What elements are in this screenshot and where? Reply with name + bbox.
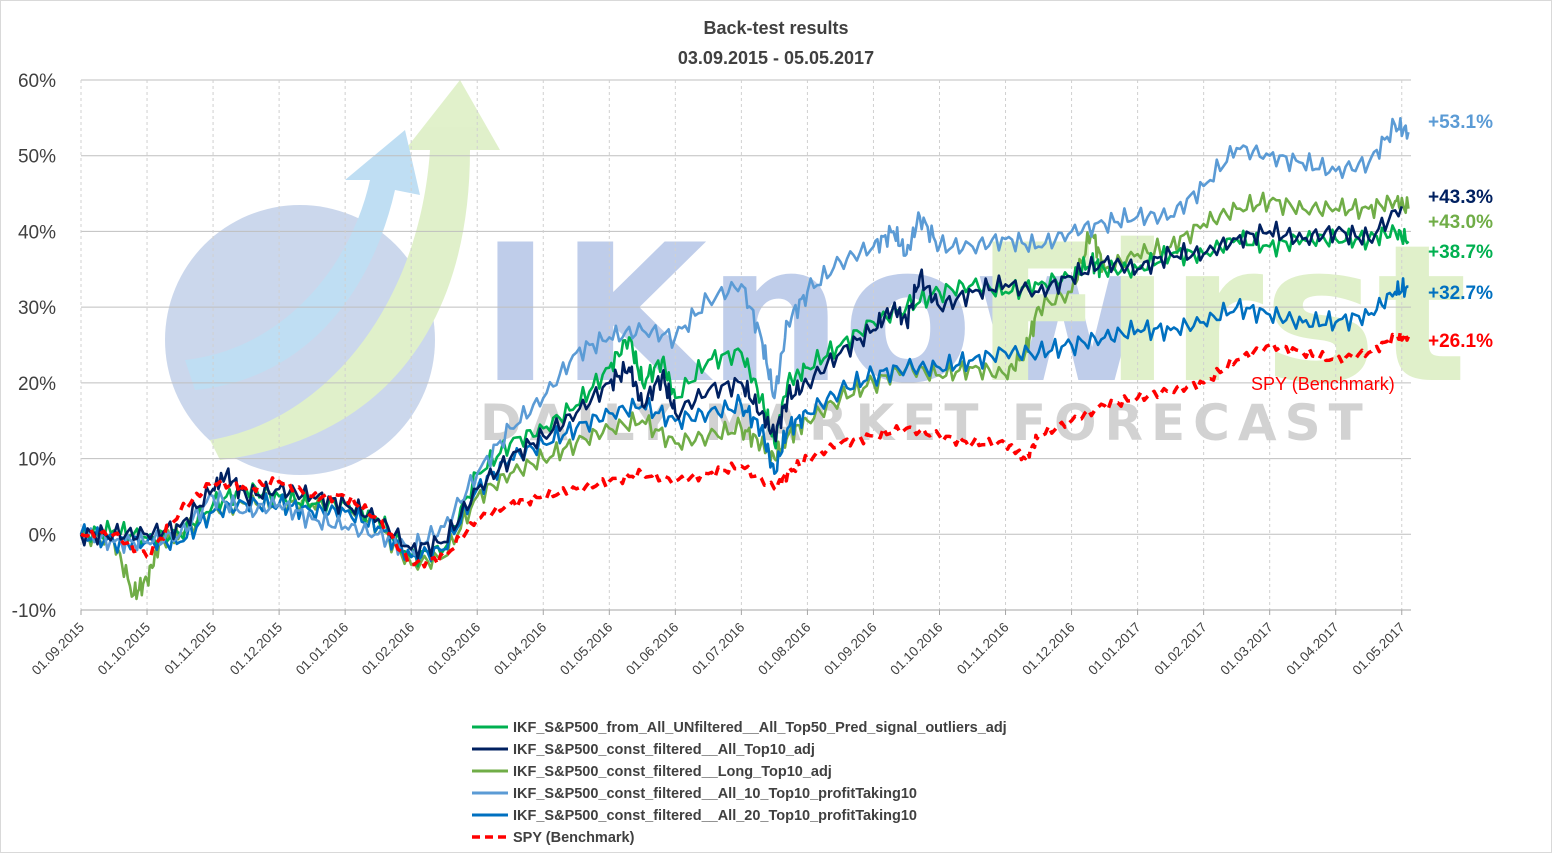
series-end-label: +43.0% — [1428, 212, 1493, 233]
y-tick-label: 40% — [18, 222, 56, 243]
legend-label: IKF_S&P500_const_filtered__Long_Top10_ad… — [513, 764, 832, 780]
chart-title: Back-test results — [703, 18, 848, 38]
benchmark-inline-label: SPY (Benchmark) — [1251, 374, 1395, 394]
series-end-label: +32.7% — [1428, 283, 1493, 304]
watermark-circle — [165, 205, 435, 475]
y-tick-label: 30% — [18, 298, 56, 319]
legend-label: SPY (Benchmark) — [513, 830, 635, 846]
legend: IKF_S&P500_from_All_UNfiltered__All_Top5… — [472, 720, 1007, 846]
legend-label: IKF_S&P500_const_filtered__All_10_Top10_… — [513, 786, 917, 802]
legend-label: IKF_S&P500_from_All_UNfiltered__All_Top5… — [513, 720, 1007, 736]
y-tick-label: 0% — [29, 525, 57, 546]
series-end-label: +38.7% — [1428, 242, 1493, 263]
series-layer — [79, 117, 1411, 601]
end-labels: +53.1% +43.3% +43.0% +38.7% +32.7% +26.1% SPY … — [1251, 112, 1493, 394]
series-line — [79, 205, 1404, 560]
watermark-brand-a: I — [480, 204, 551, 425]
watermark-tagline: DAILY MARKET FORECAST — [480, 394, 1371, 452]
y-tick-label: 60% — [18, 71, 56, 92]
series-end-label: +53.1% — [1428, 112, 1493, 133]
series-line — [79, 117, 1410, 557]
legend-label: IKF_S&P500_const_filtered__All_20_Top10_… — [513, 808, 917, 824]
y-tick-label: -10% — [12, 601, 56, 622]
series-line — [79, 277, 1409, 563]
chart-subtitle: 03.09.2015 - 05.05.2017 — [678, 48, 874, 68]
y-tick-label: 20% — [18, 374, 56, 395]
series-end-label: +26.1% — [1428, 331, 1493, 352]
y-tick-label: 10% — [18, 450, 56, 471]
series-end-label: +43.3% — [1428, 187, 1493, 208]
watermark-arrow-green — [210, 80, 500, 460]
y-axis: -10% 0% 10% 20% 30% 40% 50% 60% — [12, 71, 56, 622]
y-tick-label: 50% — [18, 147, 56, 168]
legend-label: IKF_S&P500_const_filtered__All_Top10_adj — [513, 742, 815, 758]
